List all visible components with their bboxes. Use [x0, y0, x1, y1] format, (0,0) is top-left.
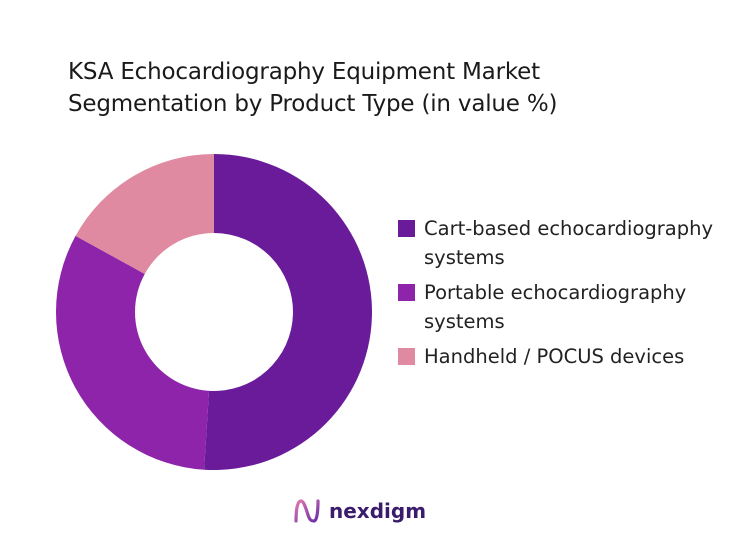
chart-title-line-2: Segmentation by Product Type (in value %… [68, 91, 558, 117]
legend-label-cart-based: Cart-based echocardiography systems [424, 217, 714, 269]
legend-label-portable: Portable echocardiography systems [424, 281, 687, 333]
chart-legend: Cart-based echocardiography systems Port… [398, 214, 744, 377]
legend-item-handheld: Handheld / POCUS devices [398, 342, 744, 371]
logo-text: nexdigm [329, 499, 427, 523]
legend-label-handheld: Handheld / POCUS devices [424, 345, 685, 368]
legend-item-portable: Portable echocardiography systems [398, 278, 744, 336]
legend-swatch-handheld [398, 348, 415, 365]
chart-title: KSA Echocardiography Equipment Market Se… [68, 56, 557, 120]
chart-title-line-1: KSA Echocardiography Equipment Market [68, 59, 540, 85]
legend-swatch-portable [398, 284, 415, 301]
donut-slice-portable [55, 235, 210, 470]
legend-swatch-cart-based [398, 220, 415, 237]
nexdigm-logo: nexdigm [292, 497, 426, 525]
nexdigm-n-icon [294, 499, 320, 523]
donut-slice-cart-based [204, 154, 372, 470]
legend-item-cart-based: Cart-based echocardiography systems [398, 214, 744, 272]
donut-slice-handheld [75, 154, 214, 274]
